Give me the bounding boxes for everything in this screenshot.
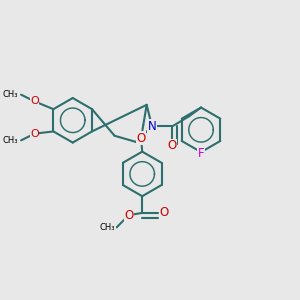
Text: O: O — [124, 208, 134, 222]
Text: O: O — [30, 96, 39, 106]
Text: O: O — [136, 132, 146, 145]
Text: O: O — [167, 139, 177, 152]
Text: CH₃: CH₃ — [3, 136, 18, 145]
Text: O: O — [159, 206, 169, 219]
Text: O: O — [30, 129, 39, 139]
Text: F: F — [198, 147, 204, 160]
Text: CH₃: CH₃ — [100, 223, 115, 232]
Text: CH₃: CH₃ — [3, 90, 18, 99]
Text: N: N — [148, 120, 156, 133]
